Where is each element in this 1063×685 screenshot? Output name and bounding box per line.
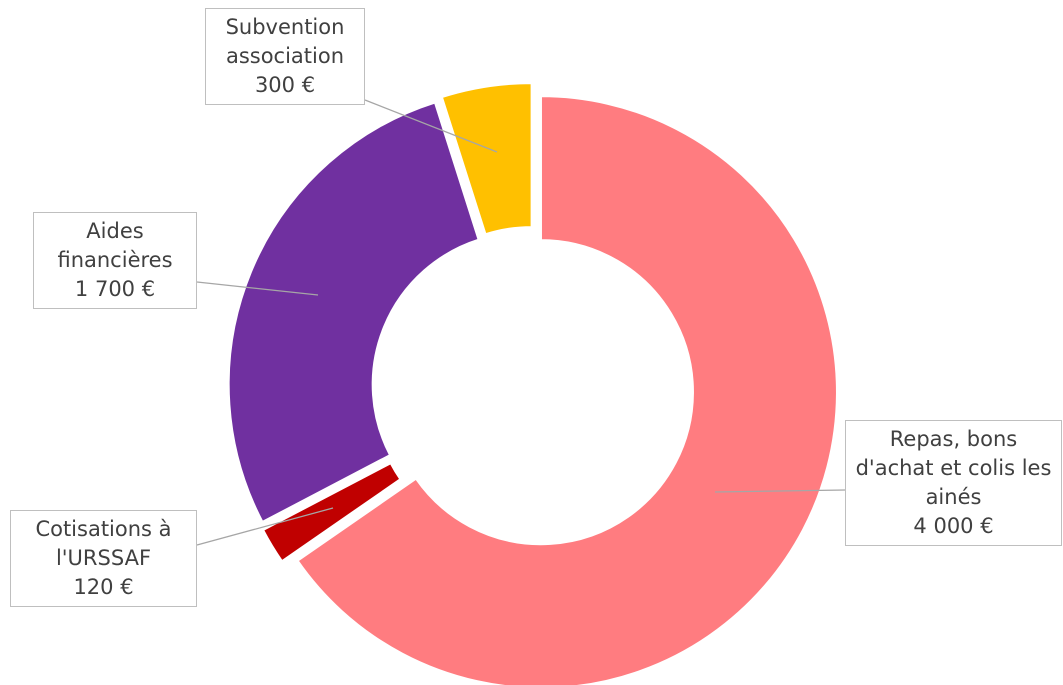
data-label: Subvention association 300 €	[205, 8, 365, 105]
data-label: Repas, bons d'achat et colis les ainés 4 …	[845, 420, 1062, 546]
leader-line	[364, 99, 498, 153]
donut-slice	[227, 101, 480, 524]
label-value: 4 000 €	[913, 514, 994, 538]
label-value: 120 €	[73, 575, 134, 599]
leader-line	[714, 489, 846, 493]
label-category: Cotisations à l'URSSAF	[35, 517, 172, 570]
leader-line	[196, 507, 334, 546]
leader-line	[196, 281, 319, 296]
data-label: Aides financières 1 700 €	[33, 212, 197, 309]
label-value: 300 €	[254, 73, 316, 97]
data-label: Cotisations à l'URSSAF 120 €	[10, 510, 197, 607]
donut-slice	[440, 82, 533, 236]
label-value: 1 700 €	[74, 277, 156, 301]
donut-slice	[296, 95, 838, 685]
donut-slice	[261, 461, 402, 563]
label-category: Subvention association	[225, 15, 345, 68]
label-category: Aides financières	[57, 219, 173, 272]
label-category: Repas, bons d'achat et colis les ainés	[855, 427, 1052, 509]
